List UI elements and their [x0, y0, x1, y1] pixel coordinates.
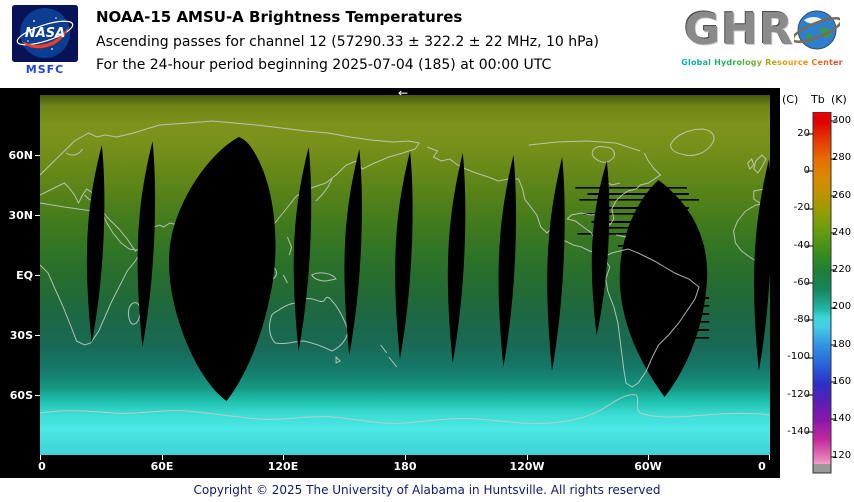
footer: Copyright © 2025 The University of Alaba…	[0, 478, 854, 502]
lat-label: 30N	[8, 209, 33, 222]
celsius-tick-label: -120	[787, 389, 810, 400]
pass-direction-arrow: ←	[398, 86, 409, 100]
lon-label: 0	[38, 460, 46, 473]
tick-mark	[40, 455, 41, 460]
kelvin-tick-label: 260	[832, 190, 852, 201]
lon-label: 180	[393, 460, 417, 473]
globe-icon	[793, 6, 840, 54]
kelvin-tick-label: 240	[832, 227, 852, 238]
celsius-tick-label: 0	[803, 165, 810, 176]
kelvin-tick-label: 280	[832, 152, 852, 163]
copyright-text: Copyright © 2025 The University of Alaba…	[193, 483, 661, 497]
kelvin-unit-label: (K)	[831, 93, 847, 106]
ghrc-name: Global Hydrology Resource Center	[674, 58, 850, 67]
kelvin-tick-label: 220	[832, 264, 852, 275]
lon-label: 120W	[509, 460, 545, 473]
pass-gap-swaths	[86, 141, 770, 371]
ghrc-logo: GHR Global Hydrology Resource Center	[674, 2, 850, 68]
colorbar-scale	[806, 112, 836, 474]
lat-label: 60N	[8, 149, 33, 162]
tick-mark	[35, 275, 40, 276]
celsius-tick-label: 20	[797, 128, 810, 139]
celsius-tick-label: -140	[787, 426, 810, 437]
world-map	[40, 95, 770, 455]
lon-label: 60W	[634, 460, 662, 473]
colorbar-panel: (C) Tb (K)	[780, 88, 854, 478]
subtitle-channel: Ascending passes for channel 12 (57290.3…	[96, 34, 599, 50]
header: NASA MSFC NOAA-15 AMSU-A Brightness Temp…	[0, 0, 854, 88]
tick-mark	[35, 395, 40, 396]
celsius-tick-label: -100	[787, 351, 810, 362]
tick-mark	[35, 215, 40, 216]
lat-label: 30S	[9, 329, 33, 342]
tick-mark	[35, 155, 40, 156]
subtitle-period: For the 24-hour period beginning 2025-07…	[96, 57, 552, 73]
tick-mark	[35, 335, 40, 336]
tick-mark	[648, 455, 649, 460]
ghrc-acronym: GHR	[684, 4, 794, 55]
kelvin-tick-label: 140	[832, 413, 852, 424]
celsius-tick-marks	[806, 133, 813, 433]
kelvin-tick-label: 120	[832, 450, 852, 461]
celsius-tick-label: -60	[793, 277, 810, 288]
tick-mark	[769, 455, 770, 460]
tick-mark	[405, 455, 406, 460]
nasa-block: NASA MSFC	[12, 5, 78, 76]
celsius-tick-label: -80	[793, 314, 810, 325]
kelvin-tick-label: 180	[832, 339, 852, 350]
msfc-label: MSFC	[25, 63, 65, 76]
tick-mark	[283, 455, 284, 460]
tick-mark	[527, 455, 528, 460]
indian-ocean-data-gap	[169, 137, 276, 401]
kelvin-tick-label: 200	[832, 301, 852, 312]
ghrc-wordmark: GHR	[674, 2, 850, 58]
title-block: NOAA-15 AMSU-A Brightness Temperatures A…	[96, 8, 599, 80]
nasa-wordmark: NASA	[25, 26, 65, 41]
celsius-tick-label: -20	[793, 202, 810, 213]
lon-label: 120E	[267, 460, 299, 473]
celsius-tick-label: -40	[793, 240, 810, 251]
lat-label: EQ	[16, 269, 33, 282]
tb-unit-label: Tb	[811, 93, 825, 106]
lon-label: 60E	[150, 460, 174, 473]
nasa-logo-icon: NASA	[12, 5, 78, 62]
kelvin-tick-marks	[831, 120, 836, 458]
lat-label: 60S	[9, 389, 33, 402]
celsius-unit-label: (C)	[782, 93, 799, 106]
page-title: NOAA-15 AMSU-A Brightness Temperatures	[96, 8, 463, 26]
map-plot: ←	[0, 86, 780, 478]
tick-mark	[162, 455, 163, 460]
kelvin-tick-label: 160	[832, 376, 852, 387]
lon-label: 0	[758, 460, 766, 473]
kelvin-tick-label: 300	[832, 115, 852, 126]
